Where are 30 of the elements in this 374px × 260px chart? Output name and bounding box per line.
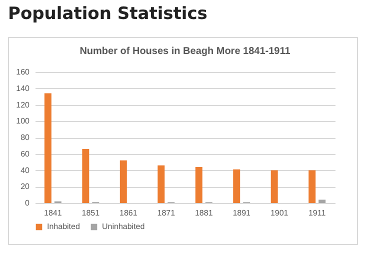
x-tick-label: 1841 [44,208,62,218]
y-tick-label: 140 [16,84,30,93]
x-tick-label: 1861 [120,208,138,218]
legend-label: Uninhabited [102,222,145,231]
y-tick-label: 80 [20,133,30,142]
bar [158,165,165,203]
y-tick-label: 60 [20,149,30,158]
y-tick-label: 100 [16,116,30,126]
bar [44,93,52,203]
chart-title: Population Statistics [8,4,208,24]
x-tick-label: 1891 [232,208,252,218]
bar [195,166,202,203]
chart-subtitle: Number of Houses in Beagh More 1841-1911 [80,46,291,57]
bar [270,170,278,203]
x-tick-label: 1871 [157,208,176,218]
y-tick-label: 0 [25,198,30,208]
x-tick-label: 1901 [270,208,289,218]
x-tick-label: 1911 [308,208,326,218]
bar [120,160,127,203]
bar [308,170,316,203]
bar [82,148,90,203]
x-tick-label: 1881 [194,208,214,218]
bar [233,169,240,203]
x-tick-label: 1851 [82,208,100,218]
y-tick-label: 40 [20,166,30,175]
y-tick-label: 160 [16,68,30,76]
y-tick-label: 120 [16,100,30,110]
y-tick-label: 20 [20,182,30,192]
legend-label: Inhabited [47,222,80,231]
bar [318,200,326,203]
